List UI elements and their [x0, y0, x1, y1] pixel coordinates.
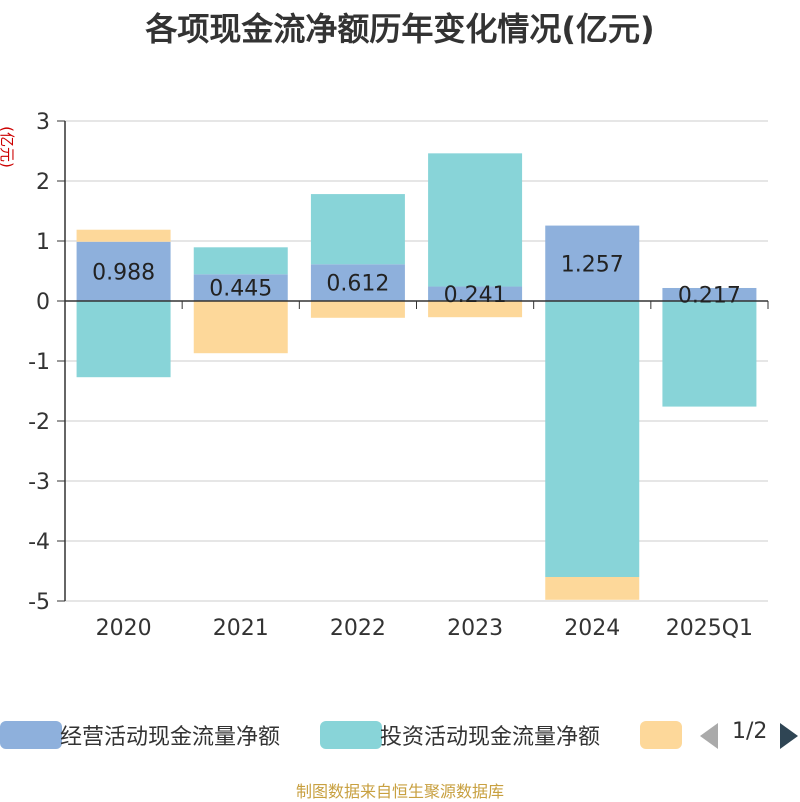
x-tick-label: 2020 [96, 616, 152, 641]
y-tick-label: -1 [28, 350, 50, 375]
chart-title: 各项现金流净额历年变化情况(亿元) [145, 10, 655, 48]
bar-segment-1-2022[interactable] [310, 264, 405, 301]
x-tick-label: 2023 [447, 616, 503, 641]
bar-segment-1-2021[interactable] [193, 274, 288, 301]
x-tick-label: 2021 [213, 616, 269, 641]
y-tick-label: 3 [36, 110, 50, 135]
axes: 3 2 1 0 -1 -2 -3 -4 -5 2020 2021 2022 2023 2024 2025Q1 [28, 110, 769, 641]
bar-segment-1-2025Q1[interactable] [662, 287, 757, 301]
data-label: 1.257 [561, 252, 624, 277]
data-label: 0.445 [209, 277, 272, 302]
x-tick-label: 2024 [564, 616, 620, 641]
source-note: 制图数据来自恒生聚源数据库 [295, 782, 504, 801]
bar-segment-2-2025Q1[interactable] [662, 301, 757, 407]
bar-segment-3-2021[interactable] [193, 301, 288, 354]
bar-segment-3-2022[interactable] [310, 301, 405, 318]
y-tick-label: -4 [28, 530, 50, 555]
data-label: 0.217 [678, 283, 741, 308]
bar-segment-2-2021[interactable] [193, 247, 288, 275]
legend: 经营活动现金流量净额 投资活动现金流量净额 1/2 [0, 713, 800, 757]
legend-label-investing: 投资活动现金流量净额 [380, 725, 601, 750]
bar-segment-2-2020[interactable] [76, 301, 171, 378]
legend-prev-page-icon[interactable] [700, 723, 718, 749]
legend-swatch-operating [0, 721, 62, 749]
data-label: 0.241 [444, 283, 507, 308]
legend-next-page-icon[interactable] [780, 723, 798, 749]
bar-segment-3-2024[interactable] [545, 577, 640, 600]
y-tick-label: 2 [36, 170, 50, 195]
bar-segment-2-2022[interactable] [310, 194, 405, 265]
y-tick-label: -2 [28, 410, 50, 435]
y-tick-label: 0 [36, 290, 50, 315]
bar-segment-1-2024[interactable] [545, 225, 640, 301]
bar-segment-3-2023[interactable] [428, 301, 523, 318]
data-label: 0.612 [326, 272, 389, 297]
bar-segment-1-2020[interactable] [76, 241, 171, 301]
bar-segment-1-2023[interactable] [428, 286, 523, 301]
grid-lines [65, 120, 768, 602]
x-tick-label: 2022 [330, 616, 386, 641]
y-tick-label: -5 [28, 590, 50, 615]
x-tick-label: 2025Q1 [666, 616, 753, 641]
bar-segment-3-2020[interactable] [76, 229, 171, 242]
y-tick-label: 1 [36, 230, 50, 255]
bars [76, 153, 757, 600]
legend-swatch-investing [320, 721, 382, 749]
data-label: 0.988 [92, 260, 155, 285]
bar-segment-2-2023[interactable] [428, 153, 523, 287]
data-labels: 0.988 0.445 0.612 0.241 1.257 0.217 [92, 252, 741, 308]
bar-segment-2-2024[interactable] [545, 301, 640, 577]
legend-label-operating: 经营活动现金流量净额 [60, 725, 281, 750]
y-axis-unit-label: (亿元) [0, 126, 16, 168]
legend-page-indicator: 1/2 [732, 719, 768, 744]
y-tick-label: -3 [28, 470, 50, 495]
legend-swatch-financing [640, 721, 682, 749]
